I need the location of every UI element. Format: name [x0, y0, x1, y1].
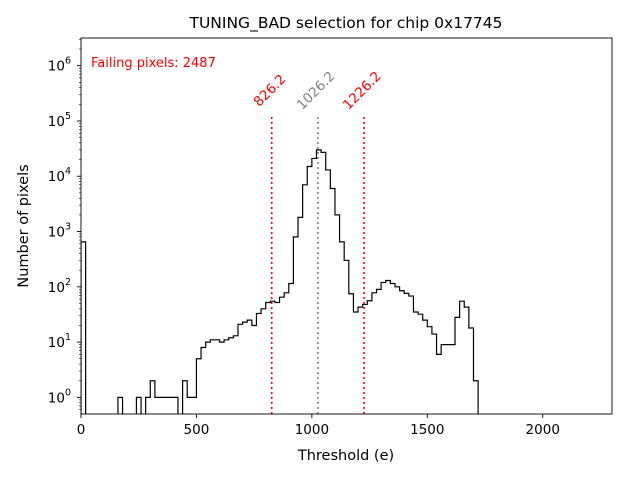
histogram-bin [146, 397, 151, 414]
histogram-bin [335, 215, 340, 414]
histogram-bin [238, 324, 243, 414]
histogram-bin [460, 301, 465, 414]
histogram-bin [187, 397, 192, 414]
histogram-bin [349, 294, 354, 414]
histogram-bin [386, 281, 391, 414]
histogram-bin [437, 354, 442, 414]
histogram-bin [432, 334, 437, 414]
histogram-bin [266, 303, 271, 414]
axes: 0 500 1000 1500 2000 100 101 102 103 104 105 106 [48, 37, 613, 438]
histogram-bin [344, 260, 349, 414]
histogram-bin [155, 397, 160, 414]
histogram-bin [340, 242, 345, 414]
y-tick-label: 103 [48, 222, 71, 241]
x-tick-label: 0 [77, 422, 86, 438]
histogram-bin [321, 152, 326, 414]
histogram-bin [316, 150, 321, 414]
histogram-bin [469, 328, 474, 414]
histogram-bin [450, 345, 455, 414]
x-tick-label: 500 [184, 422, 210, 438]
histogram-bin [136, 397, 141, 414]
histogram-bin [326, 170, 331, 414]
histogram-bin [423, 320, 428, 414]
histogram-bin [293, 237, 298, 414]
y-tick-label: 101 [48, 332, 71, 351]
histogram-bin [330, 189, 335, 415]
histogram-bin [409, 296, 414, 414]
histogram-bin [377, 289, 382, 414]
histogram-bin [298, 217, 303, 414]
histogram-bin [196, 359, 201, 414]
x-tick-label: 1000 [295, 422, 329, 438]
y-tick-label: 106 [48, 56, 71, 75]
histogram-bin [367, 301, 372, 414]
histogram-bin [224, 340, 229, 414]
x-tick-label: 2000 [526, 422, 560, 438]
histogram-bin [220, 342, 225, 414]
histogram-bin [404, 293, 409, 414]
histogram-bin [400, 291, 405, 414]
histogram-bin [81, 242, 86, 414]
plot-area [81, 149, 479, 415]
histogram-bin [183, 381, 188, 414]
histogram-bin [261, 309, 266, 414]
histogram-bin [381, 282, 386, 414]
histogram-bin [473, 381, 478, 414]
histogram-bin [247, 320, 252, 414]
y-tick-label: 104 [48, 166, 71, 185]
histogram-bin [312, 158, 317, 414]
histogram-bin [372, 293, 377, 414]
histogram-bin [243, 322, 248, 414]
histogram-bin [256, 313, 261, 414]
histogram-bin [464, 307, 469, 414]
histogram-bin [427, 327, 432, 414]
histogram-bin [150, 381, 155, 414]
histogram-bin [233, 336, 238, 414]
histogram-bin [418, 314, 423, 414]
histogram-bin [201, 347, 206, 414]
histogram-bin [252, 325, 257, 414]
y-tick-label: 102 [48, 277, 71, 296]
histogram-bin [206, 342, 211, 414]
histogram-bin [229, 338, 234, 414]
histogram-bin [289, 283, 294, 414]
histogram-bin [390, 283, 395, 414]
histogram-bin [173, 397, 178, 414]
histogram-bin [413, 312, 418, 414]
histogram-bin [280, 297, 285, 414]
histogram-bin [284, 293, 289, 414]
histogram-bin [455, 317, 460, 414]
histogram-bin [358, 307, 363, 414]
histogram-bin [210, 340, 215, 414]
x-axis-title: Threshold (e) [297, 448, 394, 464]
histogram-bin [395, 287, 400, 414]
chart-title: TUNING_BAD selection for chip 0x17745 [188, 14, 502, 33]
histogram-bin [441, 345, 446, 414]
histogram-bin [192, 397, 197, 414]
histogram-bin [446, 345, 451, 414]
failing-pixels-annotation: Failing pixels: 2487 [91, 56, 216, 71]
y-tick-label: 105 [48, 111, 71, 130]
axes-frame [80, 37, 613, 415]
histogram-bin [164, 397, 169, 414]
histogram-bin [275, 303, 280, 414]
x-tick-label: 1500 [410, 422, 444, 438]
y-tick-label: 100 [48, 387, 71, 406]
histogram-bin [353, 312, 358, 414]
histogram-bin [169, 397, 174, 414]
histogram-bin [160, 397, 165, 414]
histogram-bin [118, 397, 123, 414]
histogram-bin [307, 167, 312, 415]
histogram-bin [303, 185, 308, 414]
histogram-outline [81, 149, 479, 414]
y-axis-title: Number of pixels [16, 164, 32, 287]
histogram-bin [215, 340, 220, 414]
